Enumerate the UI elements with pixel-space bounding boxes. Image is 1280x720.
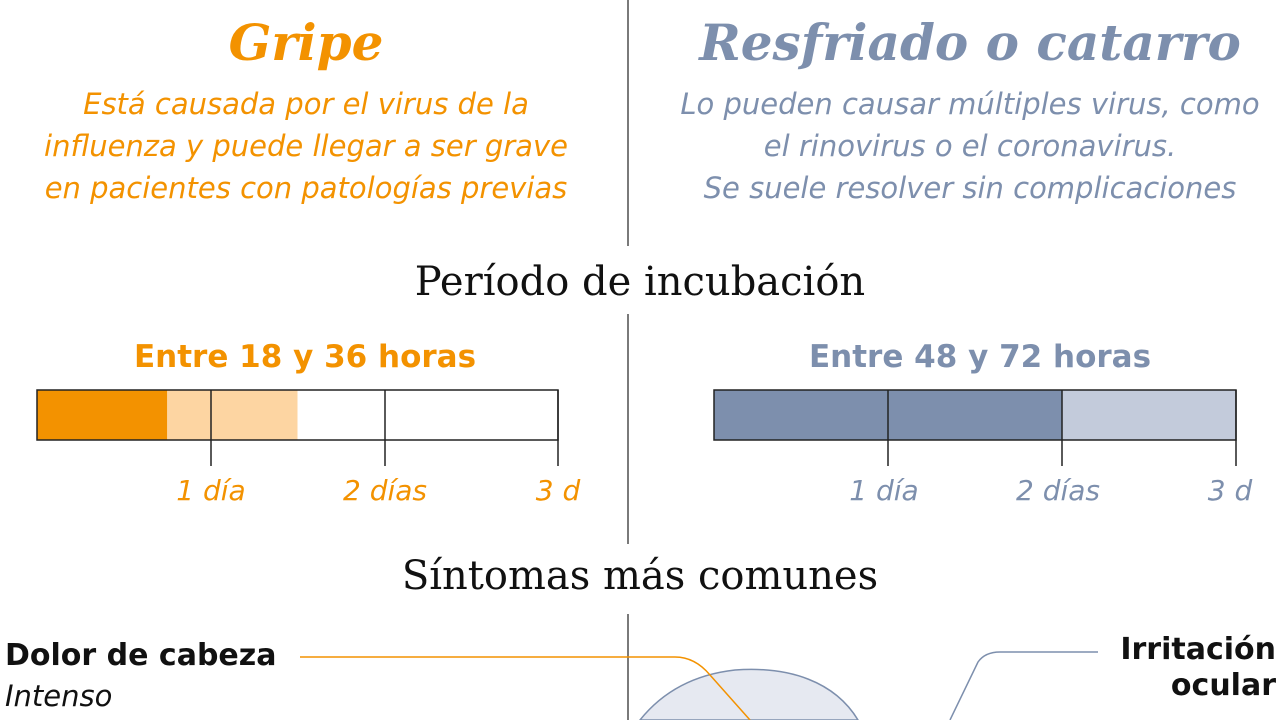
cold-tick-label-1: 1 día [849, 474, 919, 507]
headache-symptom-detail: Intenso [5, 679, 113, 713]
flu-incubation-bar [36, 389, 559, 466]
flu-description-line-3: en pacientes con patologías previas [44, 171, 568, 205]
eye-irritation-symptom-title: Irritación ocular [1120, 632, 1276, 704]
cold-description-line-3: Se suele resolver sin complicaciones [703, 171, 1237, 205]
flu-title: Gripe [228, 13, 384, 72]
eye-irritation-leader-line [949, 651, 1098, 720]
cold-tick-label-2: 2 días [1015, 474, 1100, 507]
flu-tick-label-3: 3 d [535, 474, 581, 507]
flu-incubation-min-segment [37, 390, 168, 440]
cold-incubation-label: Entre 48 y 72 horas [808, 339, 1152, 375]
symptoms-column-divider [627, 614, 629, 720]
cold-description-line-1: Lo pueden causar múltiples virus, como [680, 87, 1260, 121]
head-silhouette [639, 668, 859, 720]
cold-description: Lo pueden causar múltiples virus, como e… [650, 83, 1280, 209]
flu-tick-label-2: 2 días [342, 474, 427, 507]
headache-symptom-title: Dolor de cabeza [5, 638, 277, 673]
flu-incubation-range-segment [167, 390, 298, 440]
incubation-column-divider [627, 314, 629, 544]
flu-description-line-1: Está causada por el virus de la [83, 87, 529, 121]
symptoms-section-title: Síntomas más comunes [401, 553, 879, 599]
incubation-section-title: Período de incubación [414, 259, 866, 305]
cold-tick-label-3: 3 d [1207, 474, 1253, 507]
flu-description-line-2: influenza y puede llegar a ser grave [44, 129, 568, 163]
eye-irritation-line-1: Irritación [1120, 632, 1276, 667]
eye-irritation-line-2: ocular [1170, 668, 1276, 703]
flu-description: Está causada por el virus de la influenz… [6, 83, 606, 209]
cold-description-line-2: el rinovirus o el coronavirus. [763, 129, 1177, 163]
cold-incubation-bar [713, 389, 1237, 466]
headache-leader-line [300, 656, 751, 720]
flu-tick-label-1: 1 día [176, 474, 246, 507]
symptoms-illustration [300, 651, 1098, 720]
flu-incubation-label: Entre 18 y 36 horas [133, 339, 477, 375]
top-column-divider [627, 0, 629, 246]
cold-title: Resfriado o catarro [699, 13, 1241, 72]
cold-incubation-range-segment [1062, 390, 1236, 440]
